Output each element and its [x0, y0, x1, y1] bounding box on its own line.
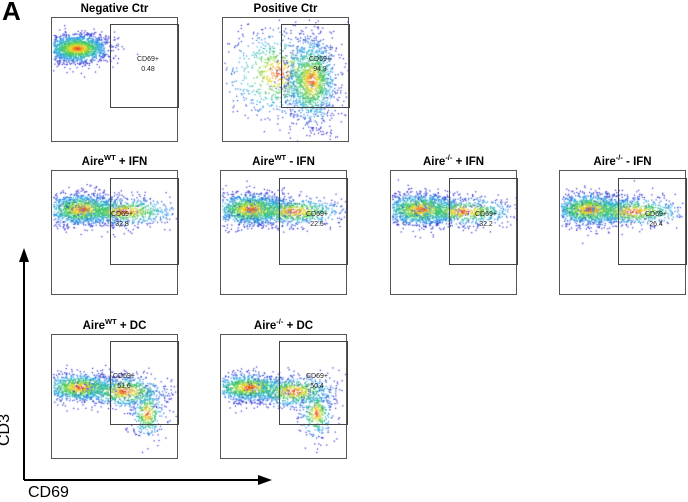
plot-title: AireWT + IFN	[81, 153, 148, 168]
gate-value: 26.4	[649, 221, 663, 228]
flow-plot-airewt-plus-ifn: AireWT + IFN CD69+ 32.8	[51, 153, 179, 296]
y-axis-label: CD3	[0, 413, 13, 446]
cd69-gate	[110, 341, 179, 425]
flow-plot-negative-ctr: Negative Ctr CD69+ 0.48	[51, 3, 179, 143]
flow-plot-aireko-plus-dc: Aire-/- + DC CD69+ 50.4	[220, 317, 348, 460]
dot-density	[52, 171, 179, 296]
plot-frame: CD69+ 51.6	[51, 334, 179, 460]
plot-frame: CD69+ 94.3	[222, 17, 350, 143]
plot-title: Positive Ctr	[253, 2, 318, 15]
dot-density	[52, 335, 179, 460]
cd69-gate	[281, 24, 350, 108]
plot-title: Aire-/- + IFN	[422, 153, 485, 168]
dot-density	[560, 171, 687, 296]
gate-value: 22.5	[310, 221, 324, 228]
gate-value: 94.3	[313, 66, 327, 73]
gate-value: 50.4	[310, 383, 324, 390]
flow-plot-aireko-plus-ifn: Aire-/- + IFN CD69+ 32.2	[390, 153, 518, 296]
plot-title: Negative Ctr	[80, 2, 149, 15]
panel-letter: A	[2, 0, 21, 26]
dot-density	[221, 335, 348, 460]
dot-density	[223, 18, 350, 143]
plot-title: AireWT - IFN	[252, 153, 315, 168]
cd69-gate	[449, 178, 518, 265]
gate-label: CD69+	[113, 373, 135, 380]
flow-plot-airewt-plus-dc: AireWT + DC CD69+ 51.6	[51, 317, 179, 460]
gate-label: CD69+	[306, 373, 328, 380]
dot-density	[221, 171, 348, 296]
plot-frame: CD69+ 50.4	[220, 334, 348, 460]
plot-frame: CD69+ 26.4	[559, 170, 687, 296]
gate-value: 51.6	[117, 383, 131, 390]
gate-label: CD69+	[306, 211, 328, 218]
plot-title: Aire-/- + DC	[253, 317, 314, 332]
plot-frame: CD69+ 22.5	[220, 170, 348, 296]
flow-plot-positive-ctr: Positive Ctr CD69+ 94.3	[222, 3, 350, 143]
flow-plot-airewt-minus-ifn: AireWT - IFN CD69+ 22.5	[220, 153, 348, 296]
gate-value: 0.48	[141, 66, 155, 73]
gate-value: 32.8	[115, 221, 129, 228]
gate-label: CD69+	[137, 56, 159, 63]
cd69-gate	[110, 24, 179, 108]
flow-plot-aireko-minus-ifn: Aire-/- - IFN CD69+ 26.4	[559, 153, 687, 296]
gate-value: 32.2	[479, 221, 493, 228]
gate-label: CD69+	[111, 211, 133, 218]
plot-title: AireWT + DC	[82, 317, 147, 332]
gate-label: CD69+	[645, 211, 667, 218]
cd69-gate	[279, 178, 348, 265]
dot-density	[52, 18, 179, 143]
plot-title: Aire-/- - IFN	[593, 153, 652, 168]
cd69-gate	[110, 178, 179, 265]
plot-frame: CD69+ 32.8	[51, 170, 179, 296]
x-axis-label: CD69	[28, 484, 69, 501]
cd69-gate	[618, 178, 687, 265]
cd69-gate	[279, 341, 348, 425]
plot-frame: CD69+ 0.48	[51, 17, 179, 143]
gate-label: CD69+	[309, 56, 331, 63]
plot-frame: CD69+ 32.2	[390, 170, 518, 296]
gate-label: CD69+	[475, 211, 497, 218]
dot-density	[391, 171, 518, 296]
